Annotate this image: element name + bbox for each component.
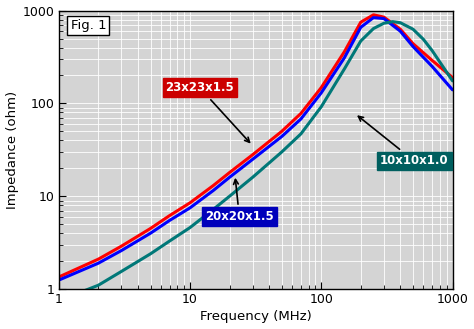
X-axis label: Frequency (MHz): Frequency (MHz) (200, 311, 311, 323)
Text: 23x23x1.5: 23x23x1.5 (165, 81, 249, 142)
Text: Fig. 1: Fig. 1 (71, 19, 106, 32)
Text: 10x10x1.0: 10x10x1.0 (358, 116, 448, 167)
Text: 20x20x1.5: 20x20x1.5 (205, 180, 273, 223)
Y-axis label: Impedance (ohm): Impedance (ohm) (6, 91, 18, 209)
